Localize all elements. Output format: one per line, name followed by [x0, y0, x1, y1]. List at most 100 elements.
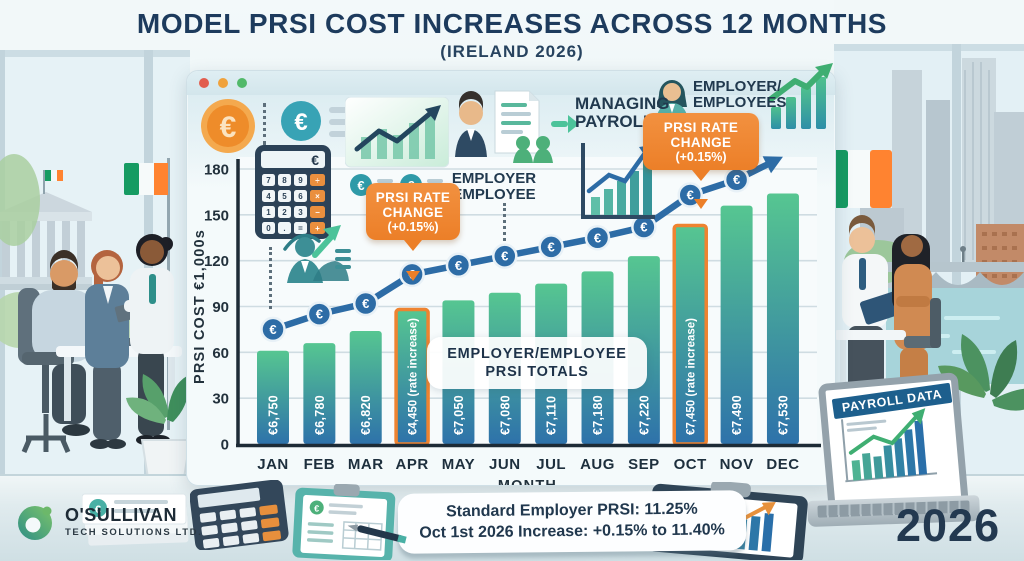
page-title: MODEL PRSI COST INCREASES ACROSS 12 MONT… [136, 8, 888, 39]
desk [834, 298, 941, 394]
svg-text:4: 4 [266, 192, 271, 201]
svg-text:90: 90 [212, 299, 229, 316]
svg-text:AUG: AUG [580, 456, 615, 473]
svg-text:€: € [362, 296, 369, 311]
svg-text:€: € [640, 220, 647, 235]
svg-text:€: € [733, 172, 740, 187]
prsi-footnote: Standard Employer PRSI: 11.25% Oct 1st 2… [397, 490, 747, 554]
desk-calculator-icon [190, 480, 289, 550]
company-logo: O'SULLIVAN TECH SOLUTIONS LTD. [16, 502, 202, 542]
svg-text:€4,450 (rate increase): €4,450 (rate increase) [408, 318, 420, 435]
svg-text:×: × [315, 192, 320, 201]
svg-text:€: € [316, 307, 323, 322]
dashboard-window: € € € 7 8 9 4 5 6 1 2 3 0 . = ÷ [186, 63, 836, 494]
svg-text:150: 150 [204, 207, 229, 224]
person-growth-icon [283, 225, 351, 283]
svg-text:−: − [315, 208, 320, 217]
svg-text:MONTH: MONTH [498, 478, 557, 485]
window-minimize-button[interactable] [218, 78, 228, 88]
svg-text:€6,820: €6,820 [359, 395, 373, 435]
svg-text:DEC: DEC [766, 456, 799, 473]
svg-text:€6,750: €6,750 [267, 395, 281, 435]
arrow-right-icon [551, 115, 579, 133]
svg-text:€7,530: €7,530 [776, 395, 790, 435]
svg-text:+: + [315, 224, 320, 233]
svg-text:€: € [357, 178, 364, 193]
euro-list-icon: € [281, 101, 375, 141]
svg-text:APR: APR [395, 456, 428, 473]
dotted-connector [503, 203, 506, 241]
svg-text:€7,080: €7,080 [498, 395, 512, 435]
svg-text:€: € [294, 109, 307, 136]
svg-text:€7,110: €7,110 [545, 396, 559, 435]
employer-employee-label: EMPLOYER EMPLOYEE [451, 170, 537, 204]
employer-employees-label: EMPLOYER/ EMPLOYEES [693, 78, 787, 112]
svg-text:1: 1 [266, 208, 271, 217]
svg-text:6: 6 [298, 192, 303, 201]
rate-change-callout-oct: PRSI RATE CHANGE (+0.15%) [643, 113, 759, 181]
svg-text:÷: ÷ [315, 176, 320, 185]
svg-text:€7,180: €7,180 [591, 395, 605, 435]
employee-avatar-icon [657, 80, 687, 115]
svg-text:9: 9 [298, 176, 303, 185]
svg-text:€: € [311, 152, 319, 168]
svg-text:€: € [501, 249, 508, 264]
footnote-line2: Oct 1st 2026 Increase: +0.15% to 11.40% [419, 521, 725, 542]
employer-document-icon [455, 90, 553, 163]
svg-text:60: 60 [212, 345, 229, 362]
svg-text:=: = [298, 224, 303, 233]
company-logo-icon [18, 506, 52, 540]
prsi-chart: 0 30 60 90 120 150 180 €6,750 €6,780 €6,820 €4,450… [187, 131, 835, 494]
page-title-block: MODEL PRSI COST INCREASES ACROSS 12 MONT… [0, 8, 1024, 62]
plant-icon [126, 374, 190, 479]
svg-text:5: 5 [282, 192, 287, 201]
svg-text:€: € [548, 239, 555, 254]
dotted-connector [269, 247, 272, 309]
government-building [0, 170, 92, 290]
svg-text:SEP: SEP [628, 456, 660, 473]
svg-text:€6,780: €6,780 [313, 395, 327, 435]
svg-text:JUL: JUL [536, 456, 566, 473]
person-standing-woman [85, 250, 142, 449]
paper-stack: € [82, 493, 189, 546]
svg-text:180: 180 [204, 162, 229, 179]
svg-text:JUN: JUN [489, 456, 521, 473]
svg-text:€: € [220, 111, 237, 144]
irish-flag-icon [834, 150, 892, 208]
svg-text:PRSI COST €1,000s: PRSI COST €1,000s [192, 229, 208, 384]
office-scene-left [0, 0, 190, 480]
svg-text:€: € [95, 504, 101, 516]
page-subtitle: (IRELAND 2026) [440, 42, 584, 61]
svg-text:FEB: FEB [304, 456, 336, 473]
svg-text:€: € [314, 503, 320, 513]
svg-text:30: 30 [212, 391, 229, 408]
euro-coin-icon: € [201, 99, 255, 153]
callout-arrow-icon [694, 199, 708, 216]
svg-text:8: 8 [282, 176, 287, 185]
svg-text:€7,220: €7,220 [637, 395, 651, 435]
company-tagline: TECH SOLUTIONS LTD. [65, 527, 203, 538]
growth-bars-arrow-icon [768, 63, 833, 129]
managing-payroll-label: MANAGING PAYROLL [575, 94, 670, 132]
svg-text:120: 120 [204, 253, 229, 270]
svg-text:€: € [455, 258, 462, 273]
window-maximize-button[interactable] [237, 78, 247, 88]
svg-text:€: € [687, 187, 694, 202]
svg-text:7: 7 [266, 176, 271, 185]
svg-text:2: 2 [282, 208, 287, 217]
svg-text:MAY: MAY [442, 456, 475, 473]
svg-text:0: 0 [221, 437, 229, 454]
svg-text:€7,450 (rate increase): €7,450 (rate increase) [686, 318, 698, 435]
svg-text:NOV: NOV [720, 456, 754, 473]
year-label: 2026 [896, 500, 1001, 551]
svg-text:€: € [269, 322, 276, 337]
window-close-button[interactable] [199, 78, 209, 88]
svg-text:MAR: MAR [348, 456, 384, 473]
dotted-divider [263, 103, 266, 145]
svg-text:OCT: OCT [674, 456, 707, 473]
irish-flag-icon [45, 170, 63, 181]
laptop-screen: PAYROLL DATA [817, 372, 969, 516]
payroll-mini-chart-icon [581, 143, 655, 219]
callout-arrow-icon [406, 271, 420, 288]
svg-text:3: 3 [298, 208, 303, 217]
